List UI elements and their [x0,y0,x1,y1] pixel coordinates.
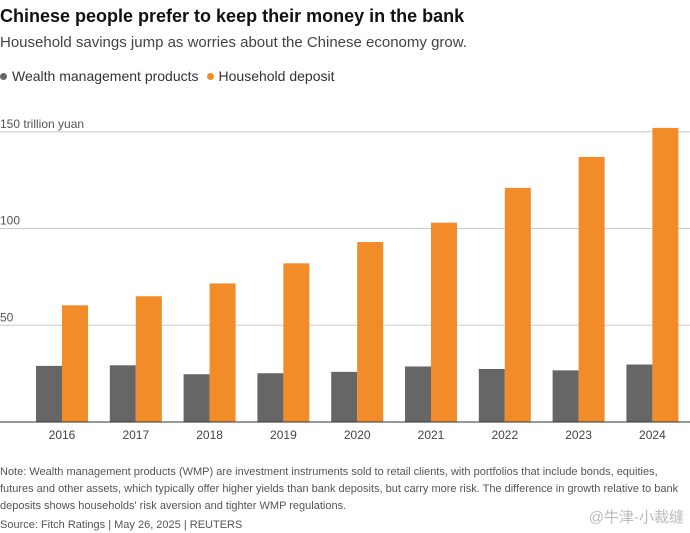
x-tick-label-2020: 2020 [344,428,371,442]
bar-wmp-2017 [109,365,136,422]
bar-deposit-2023 [578,156,605,422]
legend-label-deposit: Household deposit [218,68,335,84]
x-tick-label-2016: 2016 [49,428,76,442]
bar-deposit-2019 [283,263,310,422]
bar-wmp-2023 [552,370,579,422]
bar-wmp-2016 [36,365,62,422]
legend-label-wmp: Wealth management products [12,68,199,84]
x-tick-label-2024: 2024 [639,428,666,442]
y-tick-label-150: 150 trillion yuan [0,117,84,131]
chart-subtitle: Household savings jump as worries about … [0,34,467,51]
y-tick-label-50: 50 [0,310,14,324]
x-tick-label-2021: 2021 [418,428,445,442]
legend-swatch-deposit [206,72,214,80]
bar-deposit-2016 [62,305,88,422]
bar-wmp-2020 [331,371,358,422]
bar-wmp-2018 [183,374,210,422]
bar-wmp-2019 [257,373,284,422]
bar-wmp-2024 [626,364,653,422]
x-tick-label-2023: 2023 [565,428,592,442]
bar-deposit-2017 [135,296,162,422]
bar-chart: 150 trillion yuan 100 50 2016 2017 2018 2019 20… [0,117,690,442]
bar-wmp-2021 [405,366,431,422]
bar-deposit-2020 [357,242,384,422]
bar-deposit-2021 [431,222,457,422]
x-tick-label-2018: 2018 [196,428,223,442]
x-tick-label-2022: 2022 [491,428,518,442]
bar-wmp-2022 [478,368,505,422]
watermark: @牛津-小裁缝 [588,509,684,526]
chart-title: Chinese people prefer to keep their mone… [0,6,465,26]
legend: Wealth management products Household dep… [0,68,343,84]
chart-source: Source: Fitch Ratings | May 26, 2025 | R… [0,519,243,531]
legend-item-wmp: Wealth management products [0,68,199,84]
bar-deposit-2018 [209,283,236,422]
y-tick-label-100: 100 [0,214,20,228]
legend-item-deposit: Household deposit [206,68,335,84]
legend-swatch-wmp [0,72,7,80]
chart-note: Note: Wealth management products (WMP) a… [0,466,679,512]
bar-deposit-2022 [504,187,531,422]
x-tick-label-2017: 2017 [122,428,149,442]
x-tick-label-2019: 2019 [270,428,297,442]
bar-deposit-2024 [652,127,679,422]
